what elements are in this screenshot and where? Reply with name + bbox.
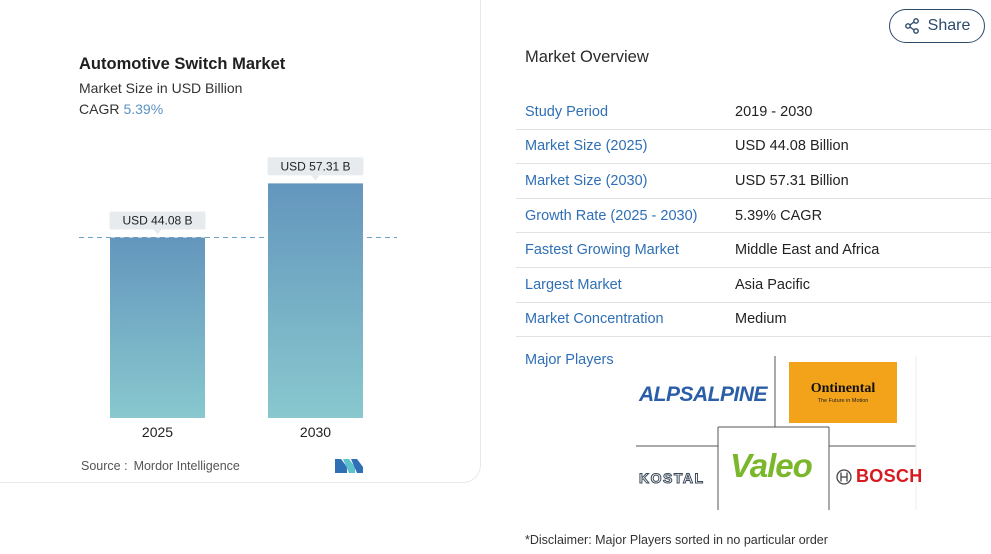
overview-value: USD 44.08 Billion bbox=[735, 138, 849, 155]
overview-value: 5.39% CAGR bbox=[735, 207, 823, 224]
overview-row: Market Size (2030) USD 57.31 Billion bbox=[516, 164, 991, 199]
bar-2025 bbox=[110, 237, 205, 418]
overview-key[interactable]: Study Period bbox=[525, 103, 609, 120]
overview-value: 2019 - 2030 bbox=[735, 103, 813, 120]
data-label-2030: USD 57.31 B bbox=[267, 157, 364, 181]
market-overview-table: Study Period 2019 - 2030 Market Size (202… bbox=[516, 95, 991, 338]
overview-value: Asia Pacific bbox=[735, 276, 810, 293]
share-label: Share bbox=[927, 17, 971, 34]
svg-text:USD 44.08 B: USD 44.08 B bbox=[122, 214, 192, 228]
x-tick-label-2030: 2030 bbox=[300, 424, 331, 440]
overview-row: Largest Market Asia Pacific bbox=[516, 268, 991, 303]
continental-logo-text: Ontinental bbox=[810, 381, 876, 396]
kostal-logo: KOSTAL bbox=[639, 470, 705, 487]
overview-value: USD 57.31 Billion bbox=[735, 172, 849, 189]
source-name: Mordor Intelligence bbox=[133, 459, 240, 473]
svg-text:USD 57.31 B: USD 57.31 B bbox=[280, 159, 350, 173]
overview-row: Market Concentration Medium bbox=[516, 303, 991, 338]
valeo-logo: Valeo bbox=[730, 447, 813, 484]
chart-card bbox=[0, 0, 481, 483]
source-line: Source : Mordor Intelligence bbox=[81, 459, 240, 473]
share-button[interactable]: Share bbox=[889, 9, 985, 43]
market-overview-title: Market Overview bbox=[525, 48, 649, 66]
x-tick-label-2025: 2025 bbox=[142, 424, 173, 440]
chart-title: Automotive Switch Market bbox=[79, 55, 286, 73]
overview-key[interactable]: Growth Rate (2025 - 2030) bbox=[525, 207, 698, 224]
overview-key[interactable]: Fastest Growing Market bbox=[525, 242, 679, 259]
mordor-intelligence-logo bbox=[335, 459, 363, 473]
overview-key[interactable]: Largest Market bbox=[525, 276, 622, 293]
overview-row: Study Period 2019 - 2030 bbox=[516, 95, 991, 130]
overview-row: Fastest Growing Market Middle East and Af… bbox=[516, 233, 991, 268]
alpsalpine-logo: ALPSALPINE bbox=[639, 383, 768, 406]
overview-value: Medium bbox=[735, 311, 787, 328]
continental-logo: Ontinental The Future in Motion bbox=[789, 362, 897, 423]
chart-cagr: CAGR 5.39% bbox=[79, 101, 163, 117]
bar-chart: USD 44.08 B 2025 USD 57.31 B 2030 bbox=[79, 157, 397, 440]
source-label: Source : bbox=[81, 459, 128, 473]
overview-row: Growth Rate (2025 - 2030) 5.39% CAGR bbox=[516, 199, 991, 234]
bar-2030 bbox=[268, 183, 363, 418]
data-label-2025: USD 44.08 B bbox=[109, 211, 206, 235]
overview-row: Market Size (2025) USD 44.08 Billion bbox=[516, 130, 991, 165]
cagr-label: CAGR bbox=[79, 101, 120, 117]
bosch-armature-icon bbox=[836, 468, 852, 485]
overview-key[interactable]: Market Size (2030) bbox=[525, 172, 648, 189]
bosch-logo-text: BOSCH bbox=[856, 466, 923, 486]
share-icon bbox=[904, 18, 919, 34]
bosch-logo: BOSCH bbox=[836, 466, 923, 487]
major-players-label[interactable]: Major Players bbox=[525, 352, 614, 368]
overview-key[interactable]: Market Size (2025) bbox=[525, 138, 648, 155]
cagr-value: 5.39% bbox=[123, 101, 164, 117]
disclaimer: *Disclaimer: Major Players sorted in no … bbox=[525, 533, 828, 547]
overview-key[interactable]: Market Concentration bbox=[525, 311, 664, 328]
continental-logo-tagline: The Future in Motion bbox=[817, 398, 869, 404]
overview-value: Middle East and Africa bbox=[735, 242, 880, 259]
chart-subtitle: Market Size in USD Billion bbox=[79, 80, 243, 96]
